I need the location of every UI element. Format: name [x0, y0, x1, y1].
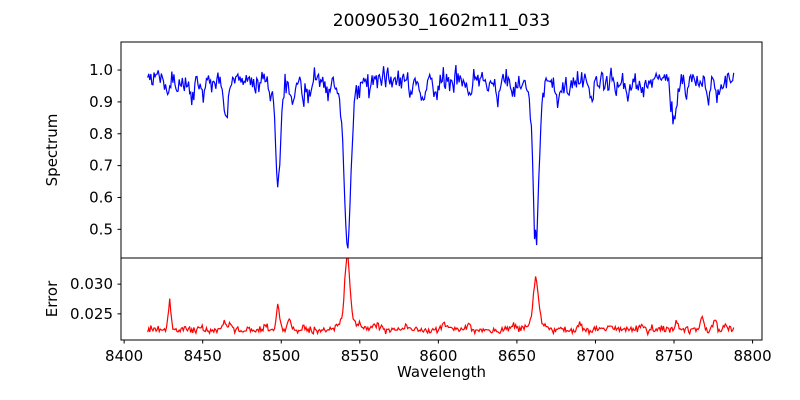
spectrum-line	[147, 64, 735, 249]
error-line	[147, 258, 735, 337]
x-tick-label: 8550	[341, 347, 379, 365]
spectrum-y-tick-label: 0.8	[89, 125, 113, 143]
wavelength-x-axis-label: Wavelength	[397, 363, 486, 381]
error-y-tick-label: 0.030	[70, 275, 113, 293]
x-tick-label: 8750	[655, 347, 693, 365]
x-tick-label: 8800	[733, 347, 771, 365]
x-tick-label: 8450	[184, 347, 222, 365]
x-tick-label: 8500	[262, 347, 300, 365]
spectrum-y-tick-label: 0.9	[89, 93, 113, 111]
x-tick-label: 8400	[105, 347, 143, 365]
bottom-axes-spine	[120, 257, 763, 341]
error-y-tick-label: 0.025	[70, 305, 113, 323]
chart-title: 20090530_1602m11_033	[332, 11, 551, 31]
spectrum-y-tick-label: 0.5	[89, 220, 113, 238]
spectrum-y-tick-label: 0.7	[89, 157, 113, 175]
x-tick-label: 8600	[419, 347, 457, 365]
spectrum-y-tick-label: 1.0	[89, 61, 113, 79]
x-tick-label: 8700	[576, 347, 614, 365]
x-tick-label: 8650	[498, 347, 536, 365]
spectrum-y-tick-label: 0.6	[89, 188, 113, 206]
